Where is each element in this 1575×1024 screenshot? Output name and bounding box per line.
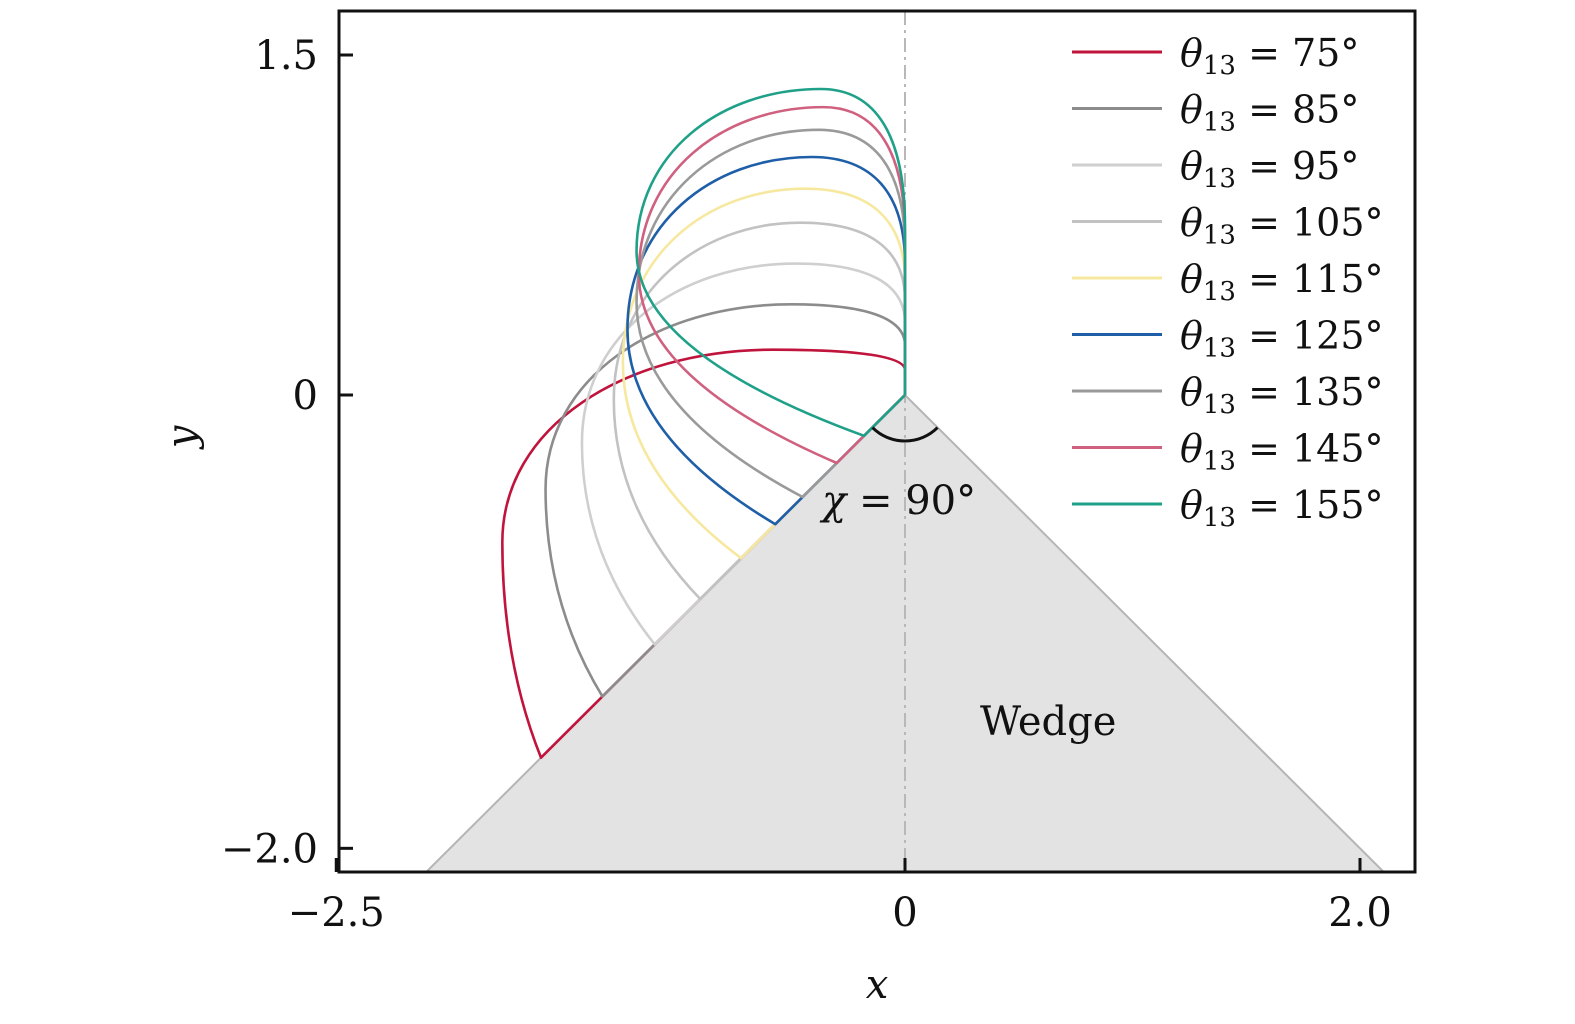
legend-item-135: θ13 = 135° [1072, 370, 1384, 420]
plot-frame [337, 9, 1417, 874]
legend-label: θ13 = 155° [1180, 483, 1384, 533]
legend-label: θ13 = 115° [1180, 257, 1384, 307]
y-tick-label: −2.0 [221, 826, 318, 872]
legend-label: θ13 = 75° [1180, 31, 1359, 81]
legend-item-105: θ13 = 105° [1072, 201, 1384, 251]
wedge-label: Wedge [980, 699, 1116, 745]
x-tick-label: 0 [892, 890, 917, 936]
legend-item-75: θ13 = 75° [1072, 31, 1359, 81]
axes: −2.5 0 2.0 −2.0 0 1.5 x y [159, 9, 1417, 1008]
legend-label: θ13 = 85° [1180, 88, 1359, 138]
series-line-75 [501, 348, 907, 759]
legend-label: θ13 = 105° [1180, 201, 1384, 251]
wedge-angle-arc [871, 426, 939, 443]
series-line-115 [621, 187, 907, 560]
legend-label: θ13 = 125° [1180, 314, 1384, 364]
legend: θ13 = 75° θ13 = 85° θ13 = 95° θ13 = 105° θ13… [1072, 31, 1384, 533]
annotations: χ = 90° Wedge [819, 426, 1116, 745]
x-tick-label: −2.5 [288, 890, 385, 936]
series-line-125 [626, 155, 907, 526]
y-tick-label: 0 [293, 373, 318, 419]
legend-item-145: θ13 = 145° [1072, 427, 1384, 477]
y-tick-label: 1.5 [254, 33, 318, 79]
legend-item-115: θ13 = 115° [1072, 257, 1384, 307]
x-axis-label: x [866, 962, 889, 1008]
legend-label: θ13 = 135° [1180, 370, 1384, 420]
y-axis-label: y [159, 424, 205, 450]
legend-item-125: θ13 = 125° [1072, 314, 1384, 364]
angle-annotation: χ = 90° [819, 478, 976, 524]
series-line-135 [635, 128, 907, 499]
legend-label: θ13 = 145° [1180, 427, 1384, 477]
series-line-145 [637, 105, 907, 465]
legend-item-95: θ13 = 95° [1072, 144, 1359, 194]
series-line-95 [580, 262, 907, 646]
legend-item-85: θ13 = 85° [1072, 88, 1359, 138]
series-line-105 [612, 221, 907, 601]
legend-item-155: θ13 = 155° [1072, 483, 1384, 533]
x-tick-label: 2.0 [1328, 890, 1392, 936]
series-line-155 [635, 87, 907, 438]
legend-label: θ13 = 95° [1180, 144, 1359, 194]
curves [501, 87, 907, 759]
